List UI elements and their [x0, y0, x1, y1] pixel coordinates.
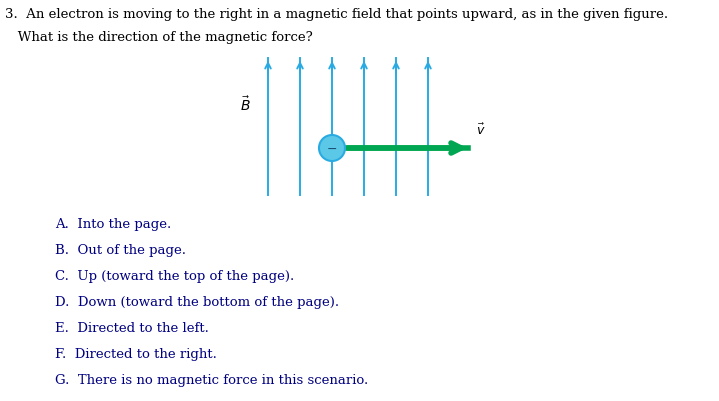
Text: E.  Directed to the left.: E. Directed to the left.	[55, 322, 209, 335]
Text: D.  Down (toward the bottom of the page).: D. Down (toward the bottom of the page).	[55, 296, 339, 309]
Text: F.  Directed to the right.: F. Directed to the right.	[55, 348, 217, 361]
Text: What is the direction of the magnetic force?: What is the direction of the magnetic fo…	[5, 31, 313, 44]
Text: $-$: $-$	[326, 142, 337, 154]
Circle shape	[319, 135, 345, 161]
Text: 3.  An electron is moving to the right in a magnetic field that points upward, a: 3. An electron is moving to the right in…	[5, 8, 668, 21]
Text: G.  There is no magnetic force in this scenario.: G. There is no magnetic force in this sc…	[55, 374, 368, 387]
Text: $\vec{v}$: $\vec{v}$	[476, 123, 485, 138]
Text: $\vec{B}$: $\vec{B}$	[240, 95, 251, 113]
Text: B.  Out of the page.: B. Out of the page.	[55, 244, 186, 257]
Text: C.  Up (toward the top of the page).: C. Up (toward the top of the page).	[55, 270, 294, 283]
Text: A.  Into the page.: A. Into the page.	[55, 218, 171, 231]
